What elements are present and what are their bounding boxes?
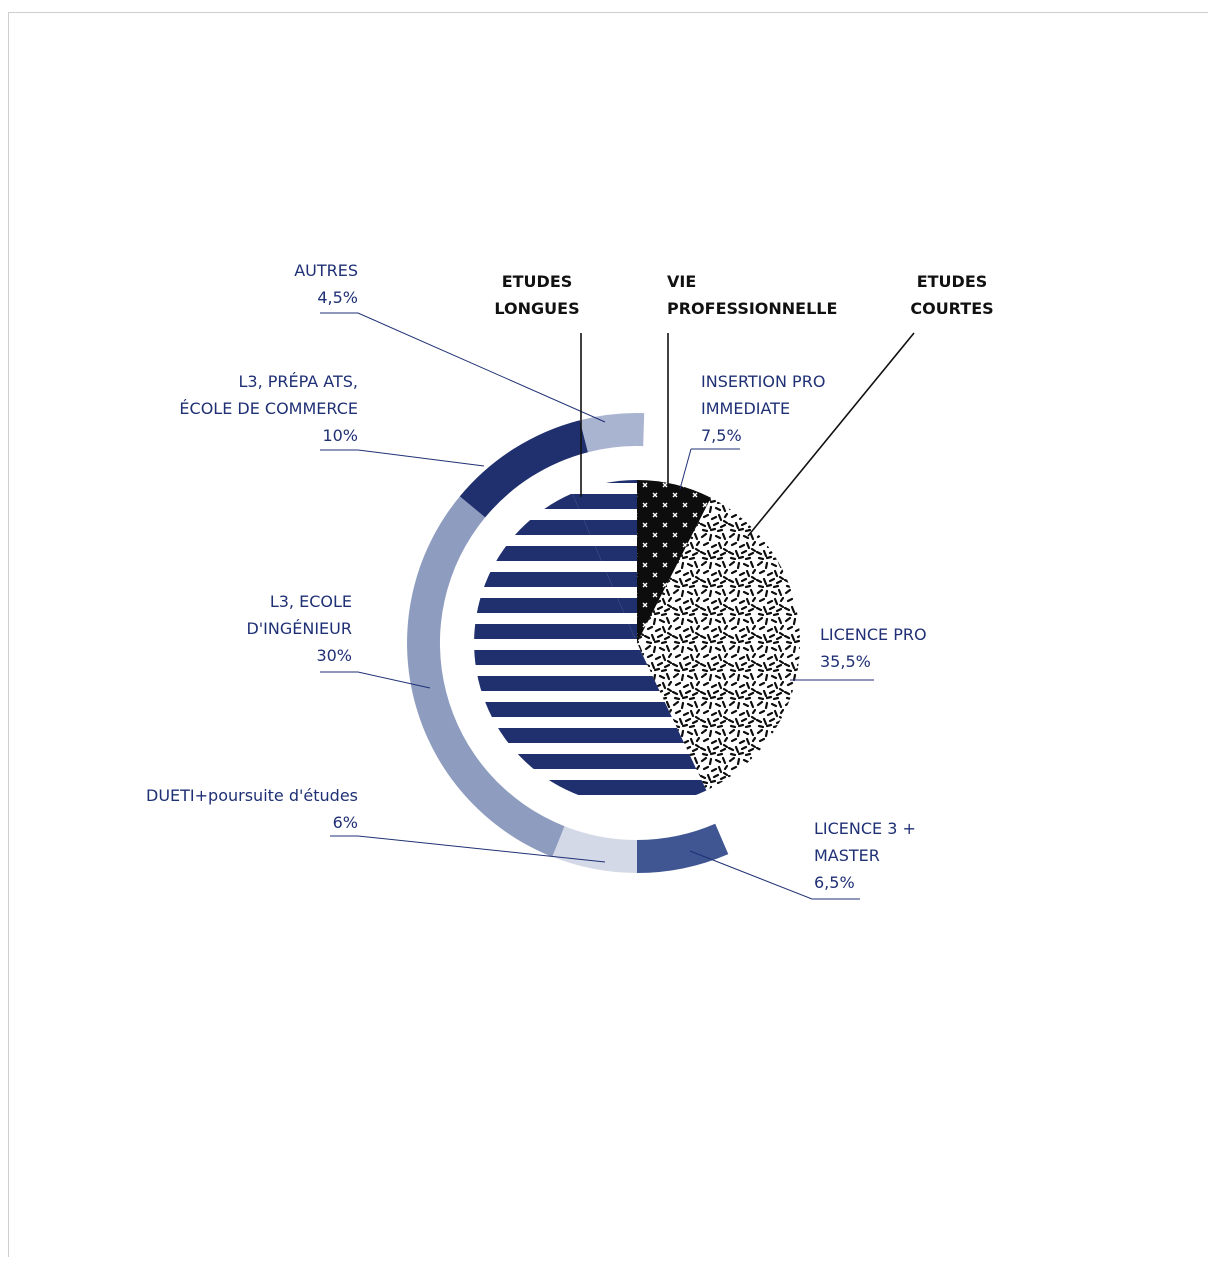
pie-slice-vie-professionnelle — [637, 480, 711, 643]
leader-line — [330, 835, 606, 863]
leader-line — [679, 448, 692, 490]
label-autres: AUTRES 4,5% — [294, 261, 358, 307]
label-etudes-courtes: ETUDES COURTES — [910, 272, 993, 318]
pie-slice-etudes-longues — [572, 480, 637, 643]
leader-line — [689, 850, 860, 900]
center-pie — [474, 480, 800, 806]
label-insertion-pro: INSERTION PRO IMMEDIATE 7,5% — [701, 372, 825, 445]
ring-segment — [459, 420, 588, 518]
chart-labels: ETUDES LONGUES VIE PROFESSIONNELLE ETUDES COU… — [146, 261, 994, 892]
label-l3-prepa: L3, PRÉPA ATS, ÉCOLE DE COMMERCE 10% — [179, 372, 358, 445]
chart-frame — [8, 12, 1208, 1257]
pie-slice-etudes-courtes — [637, 497, 800, 791]
pie-slice-etudes-longues — [474, 493, 707, 806]
leader-line — [320, 671, 431, 689]
label-licence-3-master: LICENCE 3 + MASTER 6,5% — [814, 819, 916, 892]
leader-line — [320, 449, 485, 467]
label-l3-ecole: L3, ECOLE D'INGÉNIEUR 30% — [246, 592, 352, 665]
ring-segment — [637, 823, 729, 873]
ring-segment — [579, 412, 645, 453]
outer-ring — [407, 412, 729, 873]
leader-line — [747, 332, 915, 537]
label-licence-pro: LICENCE PRO 35,5% — [820, 625, 927, 671]
label-etudes-longues: ETUDES LONGUES — [494, 272, 579, 318]
ring-segment — [407, 496, 565, 857]
label-dueti: DUETI+poursuite d'études 6% — [146, 786, 358, 832]
label-vie-professionnelle: VIE PROFESSIONNELLE — [667, 272, 837, 318]
leader-lines — [320, 312, 915, 900]
ring-segment — [552, 826, 637, 873]
leader-line — [320, 312, 606, 423]
